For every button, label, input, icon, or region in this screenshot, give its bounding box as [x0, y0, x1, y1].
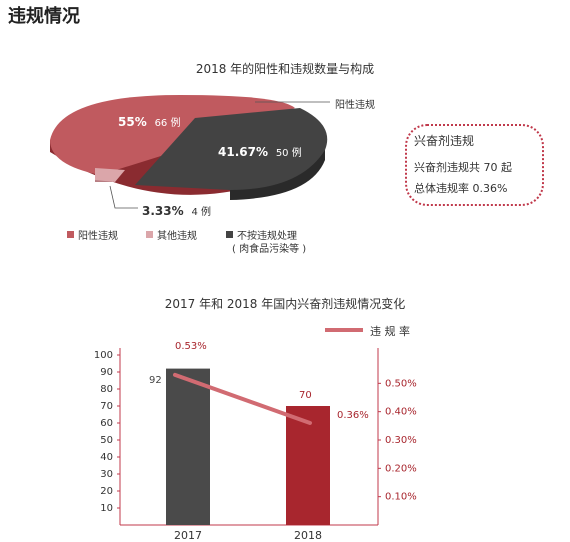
section-title: 违规情况 — [8, 6, 80, 27]
pie-slice-other — [95, 168, 125, 182]
callout-positive-label: 阳性违规 — [335, 100, 375, 111]
left-tick-label: 100 — [94, 350, 113, 361]
left-tick-label: 70 — [100, 401, 113, 412]
pie-chart-title: 2018 年的阳性和违规数量与构成 — [195, 62, 375, 76]
right-tick-label: 0.30% — [385, 435, 417, 446]
legend-positive: 阳性违规 — [67, 227, 118, 242]
rate-legend-label: 违 规 率 — [370, 325, 410, 338]
legend-untreated: 不按违规处理 — [226, 227, 297, 242]
rate-line-segment — [173, 372, 312, 425]
legend-label-other: 其他违规 — [157, 231, 197, 242]
x-label-2018: 2018 — [294, 529, 322, 542]
left-y-axis: 10 20 30 40 50 60 70 80 90 100 — [94, 348, 378, 526]
legend-other: 其他违规 — [146, 227, 197, 242]
left-tick-label: 60 — [100, 418, 113, 429]
right-tick-label: 0.10% — [385, 492, 417, 503]
rate-legend — [325, 328, 363, 332]
pie-slice-untreated — [135, 108, 328, 190]
slice-positive-count: 66 例 — [154, 118, 181, 129]
bar-2018 — [286, 406, 330, 525]
legend-swatch-other — [146, 231, 153, 238]
left-tick-label: 20 — [100, 486, 113, 497]
slice-untreated-count: 50 例 — [275, 148, 302, 159]
bar-chart: 10 20 30 40 50 60 70 80 90 100 0.10% 0.20% 0.30% 0.4… — [94, 348, 417, 542]
right-y-axis: 0.10% 0.20% 0.30% 0.40% 0.50% — [377, 348, 417, 525]
x-label-2017: 2017 — [174, 529, 202, 542]
slice-other-label: 3.33% 4 例 — [142, 203, 211, 218]
left-tick-label: 10 — [100, 503, 113, 514]
slice-other-percent: 3.33% — [142, 204, 184, 218]
legend-label-untreated: 不按违规处理 — [237, 231, 297, 242]
left-tick-label: 80 — [100, 384, 113, 395]
legend-swatch-positive — [67, 231, 74, 238]
left-tick-label: 40 — [100, 452, 113, 463]
slice-other-count: 4 例 — [191, 207, 212, 218]
bars — [166, 368, 330, 525]
legend-untreated-note: ( 肉食品污染等 ) — [232, 244, 307, 255]
left-tick-label: 30 — [100, 469, 113, 480]
pie-chart — [50, 95, 330, 209]
note-line-rate: 总体违规率 0.36% — [414, 182, 508, 195]
note-line-count: 兴奋剂违规共 70 起 — [414, 161, 512, 174]
legend-label-positive: 阳性违规 — [78, 231, 118, 242]
right-tick-label: 0.50% — [385, 378, 417, 389]
slice-positive-label: 55% 66 例 — [118, 114, 180, 129]
rate-value-2017: 0.53% — [175, 341, 207, 352]
x-axis-labels: 2017 2018 — [174, 529, 322, 542]
left-tick-label: 50 — [100, 435, 113, 446]
left-tick-label: 90 — [100, 367, 113, 378]
bar-value-2017: 92 — [149, 375, 162, 386]
slice-untreated-label: 41.67% 50 例 — [218, 144, 302, 159]
bar-2017 — [166, 368, 210, 525]
note-title: 兴奋剂违规 — [414, 134, 475, 148]
note-box — [405, 124, 544, 206]
bar-value-2018: 70 — [299, 390, 312, 401]
right-tick-label: 0.40% — [385, 407, 417, 418]
rate-value-2018: 0.36% — [337, 410, 369, 421]
rate-line — [173, 372, 312, 425]
slice-positive-percent: 55% — [118, 115, 147, 129]
legend-swatch-untreated — [226, 231, 233, 238]
slice-untreated-percent: 41.67% — [218, 145, 268, 159]
bar-chart-title: 2017 年和 2018 年国内兴奋剂违规情况变化 — [164, 297, 406, 311]
callout-line-other — [109, 185, 138, 209]
right-tick-label: 0.20% — [385, 463, 417, 474]
